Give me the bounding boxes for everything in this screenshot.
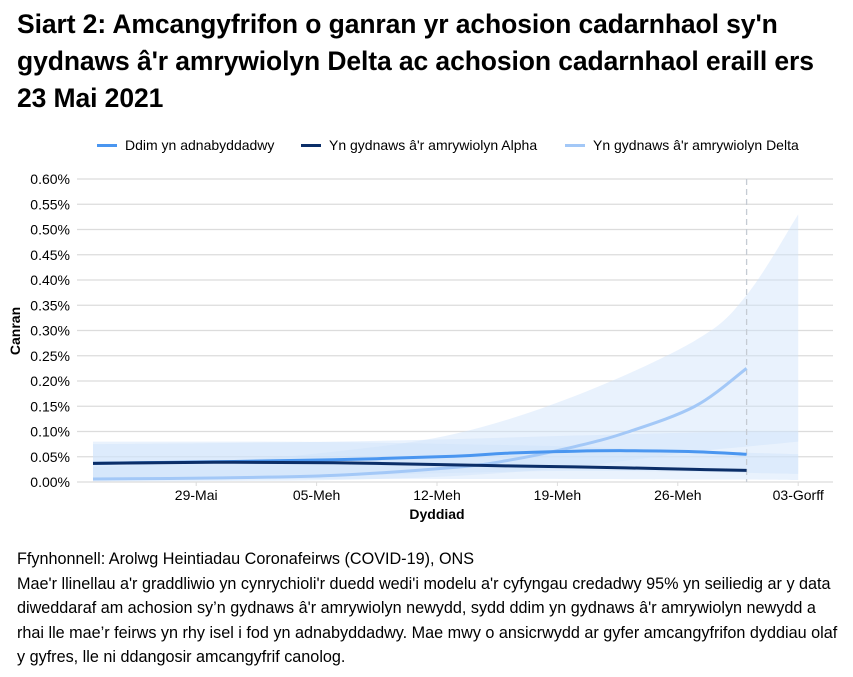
y-tick-label: 0.45% <box>30 247 70 263</box>
y-axis-label: Canran <box>7 307 23 355</box>
x-tick-label: 19-Meh <box>534 487 581 503</box>
x-axis-ticks: 29-Mai 05-Meh 12-Meh 19-Meh 26-Meh 03-Gorff <box>175 482 824 503</box>
y-axis-ticks: 0.00% 0.05% 0.10% 0.15% 0.20% 0.25% 0.30% 0.35%… <box>30 171 70 490</box>
legend-swatch-unidentifiable <box>97 143 117 147</box>
y-tick-label: 0.50% <box>30 222 70 238</box>
y-tick-label: 0.60% <box>30 171 70 187</box>
y-tick-label: 0.35% <box>30 297 70 313</box>
line-chart: 0.00% 0.05% 0.10% 0.15% 0.20% 0.25% 0.30% 0.35%… <box>7 171 833 522</box>
x-axis-label: Dyddiad <box>409 506 464 522</box>
x-tick-label: 12-Meh <box>413 487 460 503</box>
methodology-note: Mae'r llinellau a'r graddliwio yn cynryc… <box>17 574 838 667</box>
series-lines <box>92 367 748 481</box>
x-tick-label: 03-Gorff <box>773 487 824 503</box>
legend-item-unidentifiable: Ddim yn adnabyddadwy <box>97 137 274 153</box>
legend-swatch-alpha <box>301 143 321 147</box>
line-alpha <box>92 460 747 472</box>
legend-swatch-delta <box>565 143 585 147</box>
legend-item-alpha: Yn gydnaws â'r amrywiolyn Alpha <box>301 137 537 153</box>
y-tick-label: 0.40% <box>30 272 70 288</box>
y-tick-label: 0.55% <box>30 196 70 212</box>
x-tick-label: 26-Meh <box>654 487 701 503</box>
chart-footer: Ffynhonnell: Arolwg Heintiadau Coronafei… <box>17 547 842 670</box>
legend-label: Yn gydnaws â'r amrywiolyn Alpha <box>329 137 538 153</box>
y-tick-label: 0.10% <box>30 424 70 440</box>
y-tick-label: 0.05% <box>30 449 70 465</box>
y-tick-label: 0.25% <box>30 348 70 364</box>
x-tick-label: 05-Meh <box>293 487 340 503</box>
chart-title: Siart 2: Amcangyfrifon o ganran yr achos… <box>17 9 814 113</box>
y-tick-label: 0.00% <box>30 474 70 490</box>
legend-label: Yn gydnaws â'r amrywiolyn Delta <box>593 137 799 153</box>
legend-item-delta: Yn gydnaws â'r amrywiolyn Delta <box>565 137 799 153</box>
legend: Ddim yn adnabyddadwy Yn gydnaws â'r amry… <box>0 137 853 157</box>
x-tick-label: 29-Mai <box>175 487 218 503</box>
y-tick-label: 0.15% <box>30 398 70 414</box>
y-tick-label: 0.30% <box>30 323 70 339</box>
source-text: Ffynhonnell: Arolwg Heintiadau Coronafei… <box>17 550 475 568</box>
line-delta <box>92 367 748 481</box>
legend-label: Ddim yn adnabyddadwy <box>125 137 275 153</box>
y-tick-label: 0.20% <box>30 373 70 389</box>
ci-band-delta <box>93 214 799 482</box>
